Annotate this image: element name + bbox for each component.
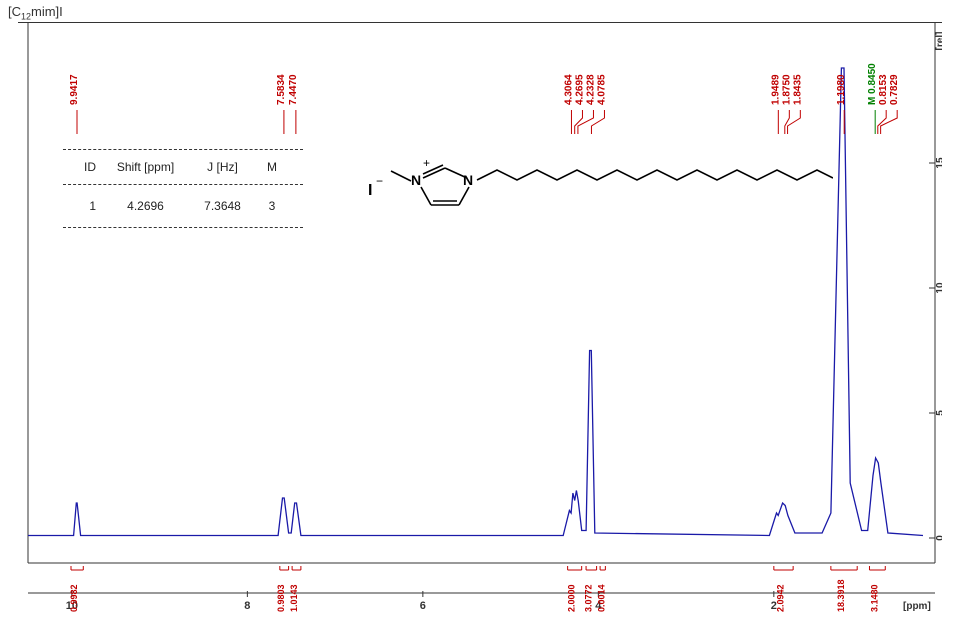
svg-text:0.9982: 0.9982 xyxy=(69,584,79,612)
svg-text:1.1980: 1.1980 xyxy=(836,74,847,105)
molecular-structure: I − N + N xyxy=(363,153,833,223)
svg-text:4.3064: 4.3064 xyxy=(563,74,574,105)
nmr-spectrum-container: [C12mim]I 108642[ppm]051015[rel]9.94177.… xyxy=(0,0,977,642)
svg-text:5: 5 xyxy=(935,410,942,416)
svg-text:10: 10 xyxy=(935,282,942,294)
header-m: M xyxy=(262,160,282,174)
svg-text:0.8153: 0.8153 xyxy=(878,74,889,105)
svg-text:18.3918: 18.3918 xyxy=(836,579,846,612)
svg-text:3.1480: 3.1480 xyxy=(869,584,879,612)
svg-text:3.0772: 3.0772 xyxy=(583,584,593,612)
svg-text:9.9417: 9.9417 xyxy=(69,74,80,105)
title-suffix: mim]I xyxy=(31,4,63,19)
table-divider xyxy=(63,149,303,150)
svg-text:1.0143: 1.0143 xyxy=(289,584,299,612)
n3-atom: N xyxy=(463,172,473,188)
svg-text:0.7829: 0.7829 xyxy=(889,74,900,105)
svg-text:8: 8 xyxy=(244,600,250,612)
svg-text:4.2695: 4.2695 xyxy=(574,74,585,105)
svg-text:4.2328: 4.2328 xyxy=(585,74,596,105)
cell-id: 1 xyxy=(71,199,96,213)
header-id: ID xyxy=(71,160,96,174)
svg-text:15: 15 xyxy=(935,157,942,169)
svg-text:1.8750: 1.8750 xyxy=(781,74,792,105)
table-row: 1 4.2696 7.3648 3 xyxy=(63,191,303,221)
svg-text:7.5834: 7.5834 xyxy=(276,74,287,105)
svg-text:0.9803: 0.9803 xyxy=(276,584,286,612)
svg-text:[ppm]: [ppm] xyxy=(903,601,931,612)
cell-shift: 4.2696 xyxy=(108,199,183,213)
svg-text:6: 6 xyxy=(420,600,426,612)
table-header-row: ID Shift [ppm] J [Hz] M xyxy=(63,156,303,178)
svg-text:1.8435: 1.8435 xyxy=(792,74,803,105)
svg-text:[rel]: [rel] xyxy=(935,32,942,51)
iodide-label: I xyxy=(368,182,372,199)
svg-text:0.0014: 0.0014 xyxy=(596,584,606,612)
spectrum-title: [C12mim]I xyxy=(8,4,63,22)
plot-area: 108642[ppm]051015[rel]9.94177.58347.4470… xyxy=(18,22,942,622)
svg-text:2.0942: 2.0942 xyxy=(775,584,785,612)
cell-m: 3 xyxy=(262,199,282,213)
table-divider xyxy=(63,227,303,228)
svg-text:4.0785: 4.0785 xyxy=(596,74,607,105)
header-j: J [Hz] xyxy=(195,160,250,174)
spectrum-svg: 108642[ppm]051015[rel]9.94177.58347.4470… xyxy=(18,23,942,623)
svg-text:0: 0 xyxy=(935,535,942,541)
svg-text:7.4470: 7.4470 xyxy=(288,74,299,105)
minus-sign: − xyxy=(376,174,383,188)
header-shift: Shift [ppm] xyxy=(108,160,183,174)
inset-peak-table: ID Shift [ppm] J [Hz] M 1 4.2696 7.3648 … xyxy=(63,143,303,234)
title-prefix: [C xyxy=(8,4,21,19)
svg-text:1.9489: 1.9489 xyxy=(770,74,781,105)
title-sub: 12 xyxy=(21,12,31,22)
svg-text:2.0000: 2.0000 xyxy=(567,584,577,612)
table-divider xyxy=(63,184,303,185)
svg-text:M 0.8450: M 0.8450 xyxy=(867,63,878,105)
plus-sign: + xyxy=(423,156,430,170)
cell-j: 7.3648 xyxy=(195,199,250,213)
n1-atom: N xyxy=(411,172,421,188)
